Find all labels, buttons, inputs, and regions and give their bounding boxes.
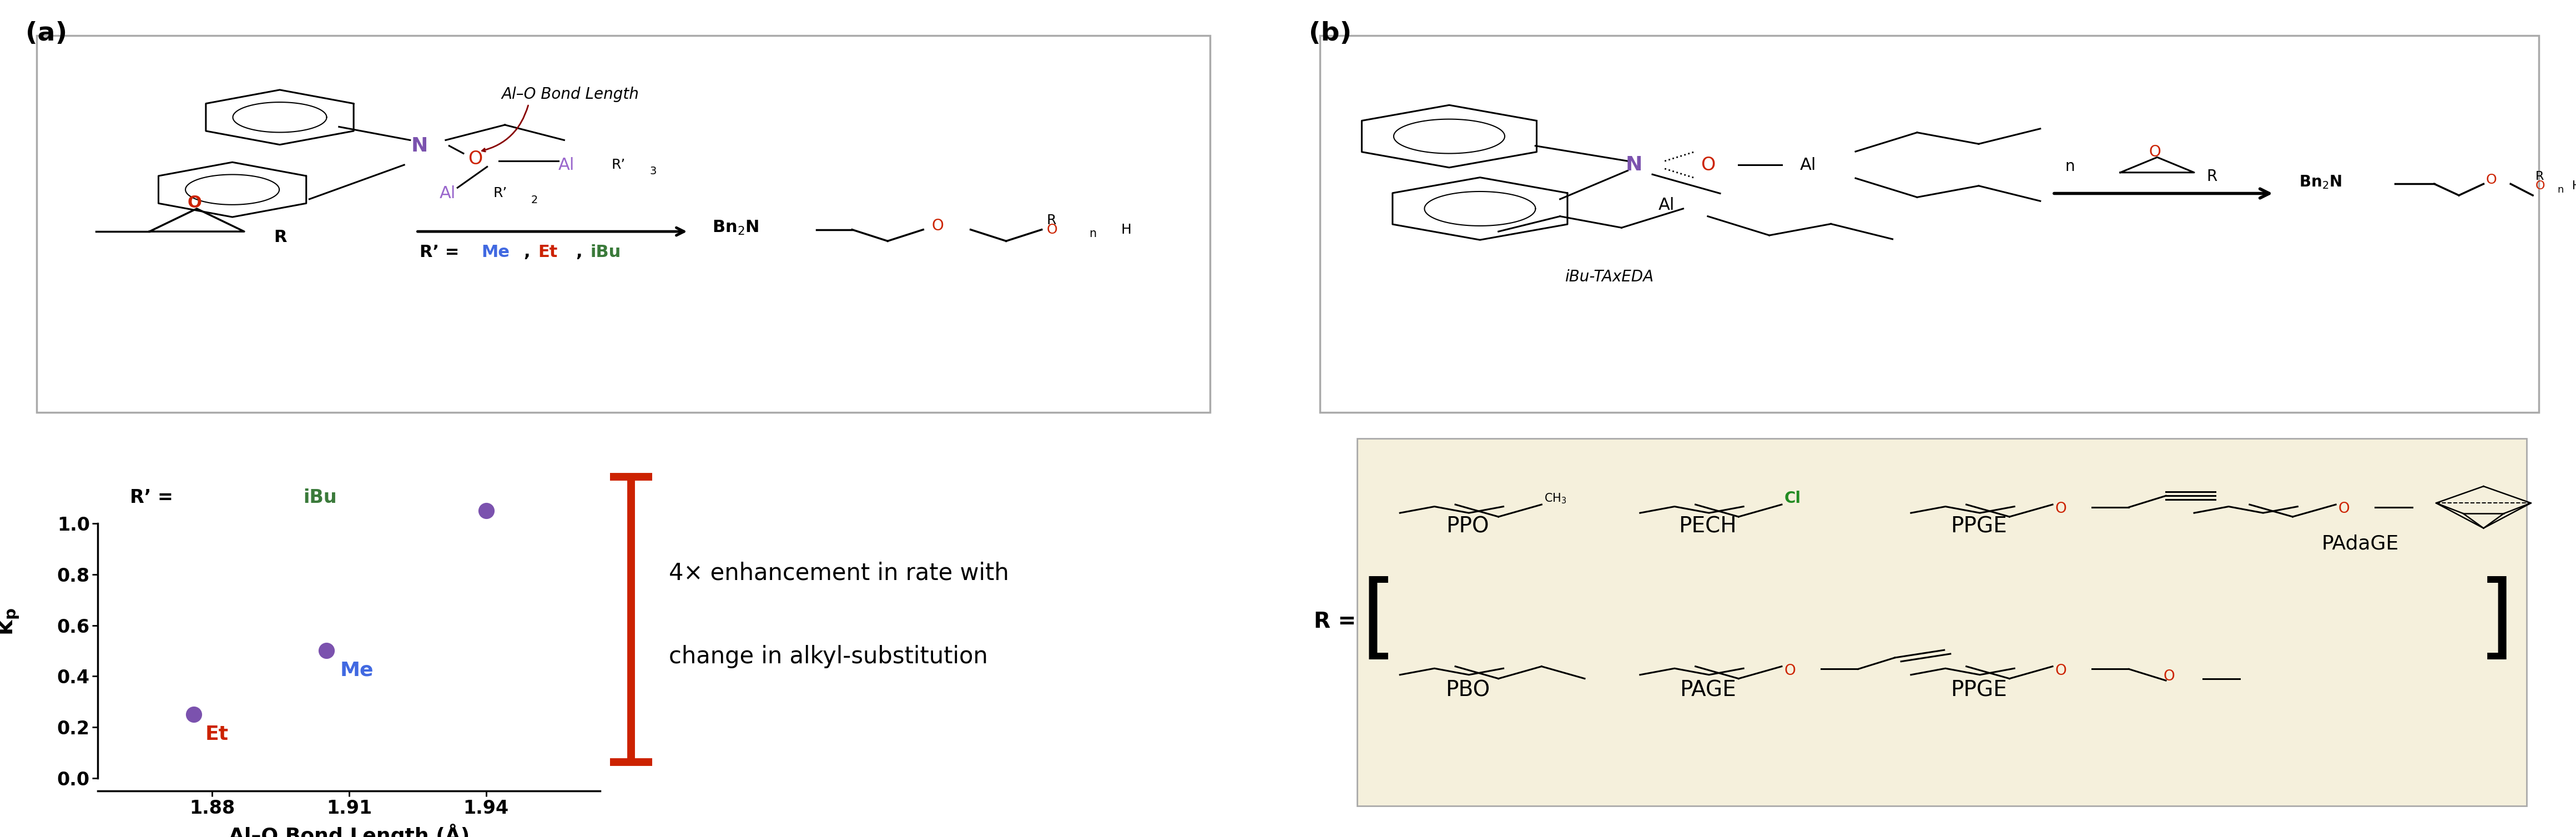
Text: R: R xyxy=(273,229,286,245)
Text: CH$_3$: CH$_3$ xyxy=(1543,492,1566,505)
Text: O: O xyxy=(2056,664,2066,678)
Point xyxy=(173,708,214,721)
Text: 4× enhancement in rate with: 4× enhancement in rate with xyxy=(670,562,1010,584)
Text: (a): (a) xyxy=(26,21,67,46)
Text: O: O xyxy=(933,218,943,234)
Text: R: R xyxy=(2208,168,2218,184)
Text: PAdaGE: PAdaGE xyxy=(2321,534,2398,552)
Text: R’ =: R’ = xyxy=(420,244,466,260)
Point xyxy=(466,504,507,517)
Text: PPGE: PPGE xyxy=(1950,680,2007,701)
Text: O: O xyxy=(2339,502,2349,516)
Text: H: H xyxy=(2573,180,2576,192)
Text: O: O xyxy=(2056,502,2066,516)
Text: PBO: PBO xyxy=(1445,680,1489,701)
Text: O: O xyxy=(2164,670,2174,684)
Text: ,: , xyxy=(577,244,587,260)
Text: iBu-TAxEDA: iBu-TAxEDA xyxy=(1564,270,1654,285)
Text: O: O xyxy=(1046,223,1056,236)
Text: R: R xyxy=(2535,171,2543,182)
Text: Al: Al xyxy=(440,185,456,202)
Text: O: O xyxy=(2486,173,2496,187)
Text: Me: Me xyxy=(482,244,510,260)
Text: R: R xyxy=(1046,213,1056,227)
Text: Bn$_2$N: Bn$_2$N xyxy=(711,219,760,236)
Text: O: O xyxy=(2535,180,2545,192)
Text: H: H xyxy=(1121,223,1131,236)
Text: R’: R’ xyxy=(492,187,507,200)
Text: O: O xyxy=(2148,145,2161,160)
Text: Et: Et xyxy=(538,244,559,260)
Text: PAGE: PAGE xyxy=(1680,680,1736,701)
X-axis label: Al–O Bond Length (Å): Al–O Bond Length (Å) xyxy=(229,824,469,837)
Text: iBu: iBu xyxy=(304,489,337,507)
Text: R =: R = xyxy=(1314,611,1355,632)
Text: k$_\mathbf{p}$: k$_\mathbf{p}$ xyxy=(0,608,21,635)
Text: O: O xyxy=(1700,156,1716,174)
Text: R’: R’ xyxy=(611,158,626,172)
Text: R’ =: R’ = xyxy=(129,489,180,507)
Text: Al: Al xyxy=(1659,197,1674,213)
Text: [: [ xyxy=(1360,576,1396,667)
Text: N: N xyxy=(1625,156,1643,174)
Text: n: n xyxy=(1090,228,1097,239)
Text: 3: 3 xyxy=(649,166,657,177)
Text: change in alkyl-substitution: change in alkyl-substitution xyxy=(670,644,987,668)
Text: iBu: iBu xyxy=(590,244,621,260)
Text: Bn$_2$N: Bn$_2$N xyxy=(2298,174,2342,190)
Text: Et: Et xyxy=(206,725,229,743)
Text: O: O xyxy=(188,195,201,211)
Text: PPO: PPO xyxy=(1445,516,1489,537)
Text: Cl: Cl xyxy=(1785,490,1801,506)
Text: O: O xyxy=(1785,664,1795,678)
Text: PPGE: PPGE xyxy=(1950,516,2007,537)
FancyBboxPatch shape xyxy=(36,35,1211,413)
FancyBboxPatch shape xyxy=(1319,35,2540,413)
Text: 2: 2 xyxy=(531,195,538,205)
Text: (b): (b) xyxy=(1309,21,1352,46)
Text: Al: Al xyxy=(559,157,574,173)
Text: PECH: PECH xyxy=(1680,516,1736,537)
Text: ,: , xyxy=(523,244,536,260)
Text: Al: Al xyxy=(1801,157,1816,173)
Point xyxy=(307,644,348,658)
Text: n: n xyxy=(2066,159,2074,175)
Text: Al–O Bond Length: Al–O Bond Length xyxy=(502,87,639,102)
FancyBboxPatch shape xyxy=(1358,439,2527,806)
Text: ]: ] xyxy=(2478,576,2514,667)
Text: O: O xyxy=(469,150,482,168)
Text: N: N xyxy=(412,136,428,155)
Text: Me: Me xyxy=(340,661,374,680)
Text: n: n xyxy=(2558,185,2563,195)
